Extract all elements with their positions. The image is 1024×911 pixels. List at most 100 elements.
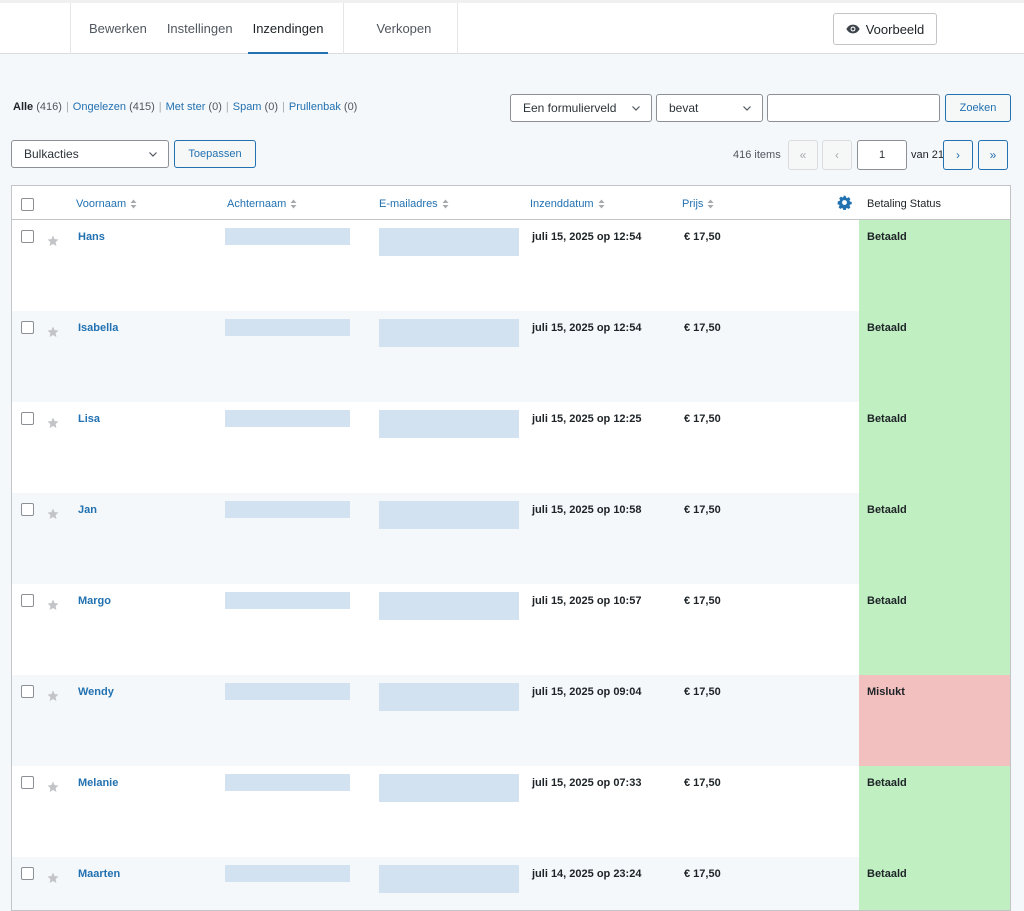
redacted-last-name [225, 774, 350, 791]
search-button[interactable]: Zoeken [945, 94, 1011, 122]
redacted-last-name [225, 319, 350, 336]
submission-date: juli 15, 2025 op 07:33 [532, 777, 642, 789]
payment-status-cell: Betaald [859, 311, 1010, 402]
star-icon[interactable] [47, 235, 59, 247]
prev-page-button: ‹ [822, 140, 852, 170]
view-spam[interactable]: Spam [232, 101, 262, 113]
submission-date: juli 15, 2025 op 12:54 [532, 231, 642, 243]
first-name-link[interactable]: Isabella [78, 322, 119, 334]
column-email[interactable]: E-mailadres [379, 198, 449, 210]
price: € 17,50 [684, 413, 721, 425]
star-icon[interactable] [47, 417, 59, 429]
first-name-link[interactable]: Margo [78, 595, 111, 607]
payment-status-cell: Betaald [859, 857, 1010, 910]
row-checkbox[interactable] [21, 412, 34, 425]
preview-button[interactable]: Voorbeeld [833, 13, 937, 45]
table-row: Jan juli 15, 2025 op 10:58 € 17,50 Betaa… [12, 493, 1010, 584]
column-payment-status-label: Betaling Status [867, 198, 941, 210]
chevron-down-icon [743, 106, 751, 111]
redacted-email [379, 410, 519, 438]
first-name-link[interactable]: Wendy [78, 686, 114, 698]
tab-instellingen[interactable]: Instellingen [166, 21, 233, 36]
first-name-link[interactable]: Maarten [78, 868, 121, 880]
price: € 17,50 [684, 231, 721, 243]
submission-date: juli 15, 2025 op 10:58 [532, 504, 642, 516]
column-first-name-label: Voornaam [76, 198, 127, 210]
price: € 17,50 [684, 322, 721, 334]
redacted-last-name [225, 501, 350, 518]
table-row: Margo juli 15, 2025 op 10:57 € 17,50 Bet… [12, 584, 1010, 675]
first-name-link[interactable]: Lisa [78, 413, 101, 425]
search-input[interactable] [767, 94, 940, 122]
column-date[interactable]: Inzenddatum [530, 198, 605, 210]
star-icon[interactable] [47, 599, 59, 611]
row-checkbox[interactable] [21, 776, 34, 789]
tab-verkopen[interactable]: Verkopen [343, 3, 459, 54]
row-checkbox[interactable] [21, 594, 34, 607]
star-icon[interactable] [47, 508, 59, 520]
redacted-email [379, 774, 519, 802]
payment-status-cell: Betaald [859, 493, 1010, 584]
table-row: Maarten juli 14, 2025 op 23:24 € 17,50 B… [12, 857, 1010, 910]
first-name-link[interactable]: Jan [78, 504, 97, 516]
redacted-last-name [225, 592, 350, 609]
row-checkbox[interactable] [21, 503, 34, 516]
form-field-select[interactable]: Een formulierveld [510, 94, 652, 122]
current-page-input[interactable] [857, 140, 907, 170]
first-page-button: « [788, 140, 818, 170]
column-email-label: E-mailadres [379, 198, 438, 210]
view-starred[interactable]: Met ster [165, 101, 206, 113]
star-icon[interactable] [47, 690, 59, 702]
items-count: 416 items [733, 149, 781, 161]
sort-icon [598, 199, 605, 209]
view-all[interactable]: Alle [13, 101, 34, 113]
column-last-name[interactable]: Achternaam [227, 198, 297, 210]
table-row: Melanie juli 15, 2025 op 07:33 € 17,50 B… [12, 766, 1010, 857]
submission-date: juli 15, 2025 op 12:25 [532, 413, 642, 425]
column-payment-status: Betaling Status [867, 198, 941, 210]
price: € 17,50 [684, 777, 721, 789]
payment-status-cell: Mislukt [859, 675, 1010, 766]
view-unread-count: (415) [129, 101, 155, 113]
row-checkbox[interactable] [21, 685, 34, 698]
operator-select-value: bevat [669, 101, 699, 115]
payment-status-cell: Betaald [859, 766, 1010, 857]
redacted-email [379, 501, 519, 529]
gear-icon[interactable] [837, 195, 852, 210]
apply-button[interactable]: Toepassen [174, 140, 256, 168]
view-trash-count: (0) [343, 101, 358, 113]
last-page-button[interactable]: » [978, 140, 1008, 170]
view-trash[interactable]: Prullenbak [288, 101, 341, 113]
sort-icon [130, 199, 137, 209]
star-icon[interactable] [47, 326, 59, 338]
row-checkbox[interactable] [21, 321, 34, 334]
operator-select[interactable]: bevat [656, 94, 763, 122]
table-row: Wendy juli 15, 2025 op 09:04 € 17,50 Mis… [12, 675, 1010, 766]
tab-inzendingen[interactable]: Inzendingen [243, 3, 334, 54]
first-name-link[interactable]: Melanie [78, 777, 119, 789]
row-checkbox[interactable] [21, 867, 34, 880]
next-page-button[interactable]: › [943, 140, 973, 170]
form-field-select-value: Een formulierveld [523, 101, 617, 115]
star-icon[interactable] [47, 781, 59, 793]
chevron-down-icon [632, 106, 640, 111]
table-row: Hans juli 15, 2025 op 12:54 € 17,50 Beta… [12, 220, 1010, 311]
view-spam-count: (0) [264, 101, 278, 113]
column-price[interactable]: Prijs [682, 198, 714, 210]
submissions-table: Voornaam Achternaam E-mailadres Inzendda… [11, 185, 1011, 911]
row-checkbox[interactable] [21, 230, 34, 243]
bulk-actions-select[interactable]: Bulkacties [11, 140, 169, 168]
select-all-checkbox[interactable] [21, 198, 34, 211]
column-first-name[interactable]: Voornaam [76, 198, 137, 210]
price: € 17,50 [684, 686, 721, 698]
form-tabs: Bewerken Instellingen Inzendingen Verkop… [70, 3, 459, 54]
tab-bewerken[interactable]: Bewerken [89, 21, 147, 36]
payment-status-cell: Betaald [859, 220, 1010, 311]
redacted-email [379, 592, 519, 620]
first-name-link[interactable]: Hans [78, 231, 105, 243]
view-all-count: (416) [36, 101, 62, 113]
submission-date: juli 14, 2025 op 23:24 [532, 868, 642, 880]
star-icon[interactable] [47, 872, 59, 884]
view-unread[interactable]: Ongelezen [72, 101, 127, 113]
top-navigation: Bewerken Instellingen Inzendingen Verkop… [0, 0, 1024, 54]
